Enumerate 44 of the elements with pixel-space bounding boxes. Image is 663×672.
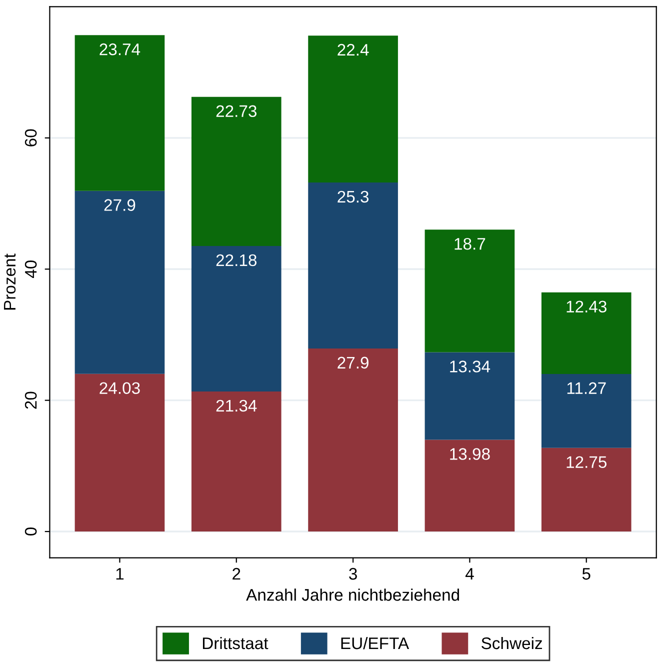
bar [74,35,165,191]
bar [308,36,398,183]
data-label: 25.3 [338,190,369,203]
data-label: 22.18 [216,254,257,266]
bar [424,230,515,352]
x-tick-label: 1 [116,568,124,580]
x-tick-label: 3 [349,568,357,580]
data-label: 12.75 [566,456,607,468]
legend-label: EU/EFTA [341,636,410,650]
data-label: 23.74 [100,43,140,56]
legend-label: Schweiz [482,636,542,650]
x-tick-label: 4 [465,568,474,580]
data-label: 18.7 [454,238,486,250]
x-tick-label: 2 [232,568,240,580]
data-label: 13.98 [450,448,490,460]
y-tick-label: 40 [24,260,37,278]
data-label: 21.34 [216,400,257,412]
data-label: 22.73 [216,105,257,118]
data-label: 24.03 [100,382,140,394]
data-label: 27.9 [338,356,368,369]
bar [191,392,282,532]
bar [308,348,398,532]
bar [541,374,632,448]
y-tick-label: 0 [24,528,37,536]
data-label: 12.43 [566,300,606,313]
x-axis-title: Anzahl Jahre nichtbeziehend [246,588,459,601]
y-axis-title: Prozent [4,254,16,310]
bar [74,190,165,374]
legend-label: Drittstaat [202,636,268,650]
y-tick-label: 60 [24,129,37,146]
x-tick-label: 5 [582,568,590,580]
data-label: 22.4 [338,44,369,56]
bar [191,246,282,392]
bar [74,374,165,532]
bar [424,352,515,440]
bar [424,440,515,532]
data-label: 11.27 [567,382,606,394]
bar [541,448,632,532]
data-label: 27.9 [104,199,136,211]
bar [191,96,282,246]
bar [308,182,398,348]
y-tick-label: 20 [24,392,37,409]
bar [541,292,632,374]
data-label: 13.34 [450,360,490,372]
